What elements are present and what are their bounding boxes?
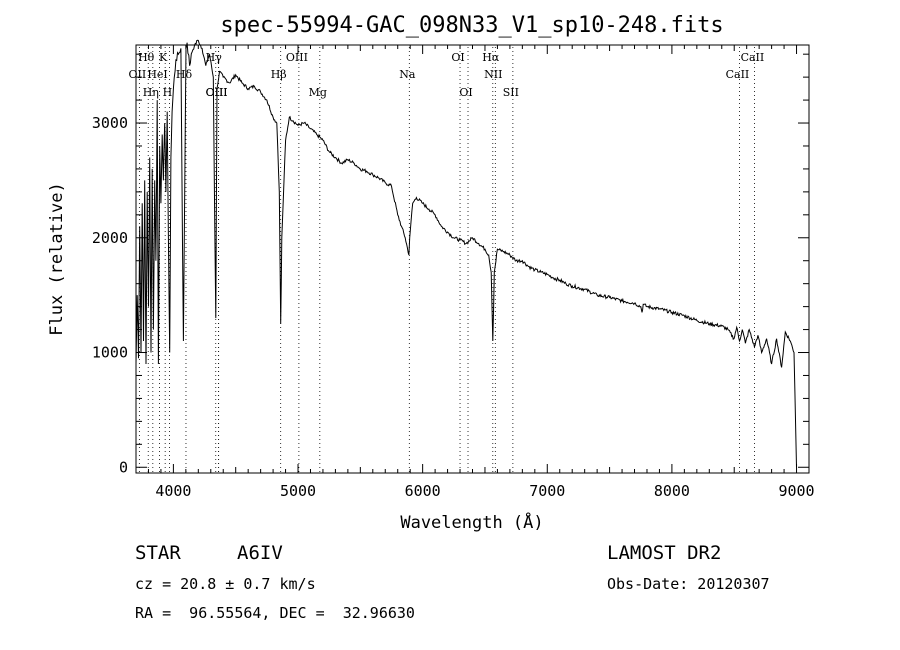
spectral-line-label: Mg — [309, 86, 327, 99]
x-tick-label: 9000 — [778, 482, 814, 500]
spectral-line-label: Hβ — [271, 68, 287, 81]
spectral-line-label: K — [159, 51, 168, 64]
spectral-line-label: OI — [451, 51, 464, 64]
axis-tick-labels: 4000 5000 6000 7000 8000 9000 0 1000 2000 3000 — [92, 114, 815, 500]
plot-frame — [135, 44, 810, 474]
y-tick-label: 1000 — [92, 344, 128, 362]
redshift-value: cz = 20.8 ± 0.7 km/s — [135, 575, 316, 593]
spectral-line-label: Hη — [143, 86, 159, 99]
spectral-line-label: OIII — [286, 51, 308, 64]
x-axis-label: Wavelength (Å) — [400, 511, 543, 533]
spectral-line-label: H — [163, 86, 173, 99]
spectral-line-label: Hα — [482, 51, 500, 64]
spectral-line-label: NII — [484, 68, 502, 81]
x-tick-label: 7000 — [529, 482, 565, 500]
observation-date: Obs-Date: 20120307 — [607, 575, 770, 593]
spectral-line-label: Na — [399, 68, 416, 81]
spectral-line-label: CaII — [726, 68, 750, 81]
spectral-line-label: OI — [459, 86, 472, 99]
y-axis-label: Flux (relative) — [47, 182, 67, 336]
spectral-line-markers — [138, 47, 755, 473]
y-tick-label: 3000 — [92, 114, 128, 132]
axis-ticks — [136, 45, 809, 473]
x-tick-label: 4000 — [155, 482, 191, 500]
spectrum-chart: spec-55994-GAC_098N33_V1_sp10-248.fits H… — [47, 13, 815, 533]
x-tick-label: 8000 — [654, 482, 690, 500]
spectrum-line — [135, 39, 797, 468]
spectral-line-label: Hδ — [176, 68, 193, 81]
chart-title: spec-55994-GAC_098N33_V1_sp10-248.fits — [220, 13, 723, 38]
spectral-line-label: Hθ — [138, 51, 155, 64]
y-tick-label: 2000 — [92, 229, 128, 247]
spectral-line-label: HeI — [147, 68, 167, 81]
survey-name: LAMOST DR2 — [607, 542, 722, 564]
sky-coordinates: RA = 96.55564, DEC = 32.96630 — [135, 604, 415, 622]
object-subclass: A6IV — [237, 542, 283, 564]
spectral-line-label: CaII — [741, 51, 765, 64]
x-tick-label: 6000 — [405, 482, 441, 500]
spectral-line-label: OII — [129, 68, 147, 81]
x-tick-label: 5000 — [280, 482, 316, 500]
y-tick-label: 0 — [119, 458, 128, 476]
object-class: STAR — [135, 542, 181, 564]
spectral-line-label: SII — [503, 86, 519, 99]
